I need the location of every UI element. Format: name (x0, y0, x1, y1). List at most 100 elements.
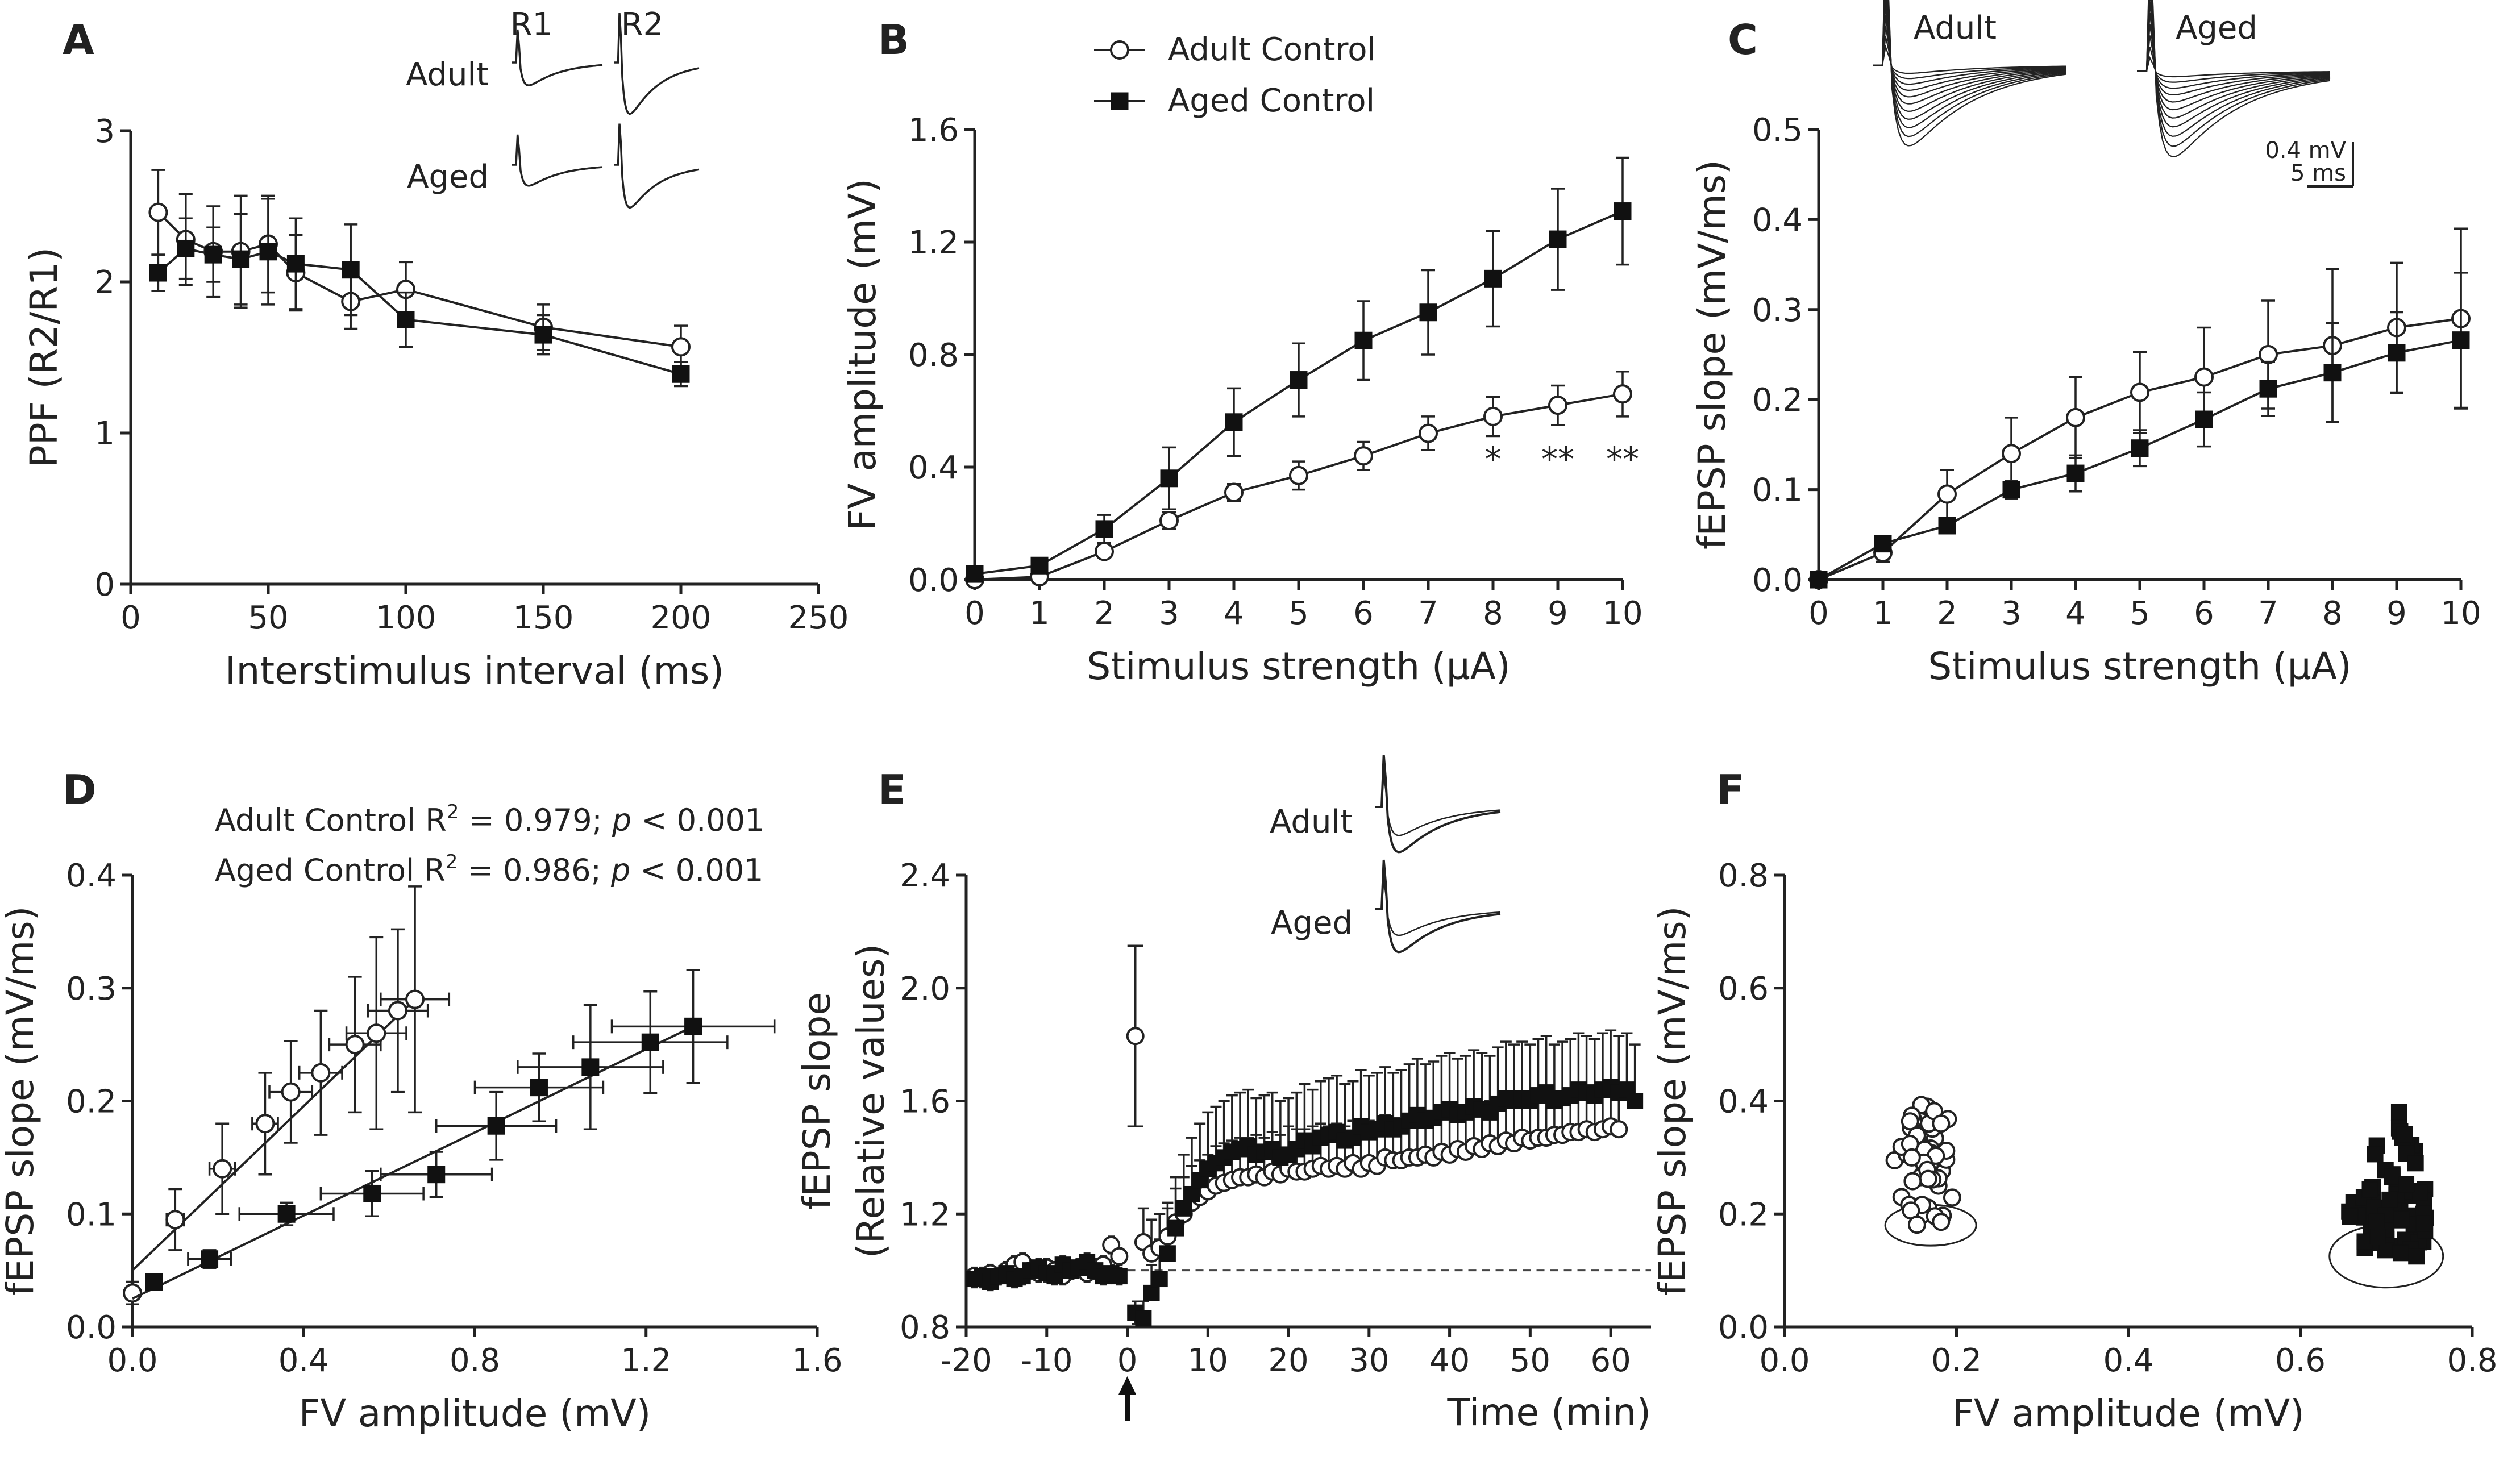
open-circle-marker (1483, 406, 1503, 426)
y-axis-label: fEPSP slope (mV/ms) (0, 906, 42, 1296)
open-circle-marker (367, 1023, 386, 1043)
open-circle-marker (148, 202, 168, 222)
filled-square-marker (1627, 1093, 1644, 1109)
filled-square-marker (232, 250, 250, 268)
x-tick-label: 4 (1224, 595, 1244, 632)
x-tick-label: 0 (120, 600, 141, 636)
scale-bar-time-label: 5 ms (2290, 160, 2346, 186)
filled-square-marker (1484, 269, 1502, 288)
open-circle-marker (311, 1063, 331, 1083)
y-tick-label: 0.2 (66, 1084, 117, 1121)
open-circle-marker (1610, 1120, 1628, 1139)
open-circle-marker (1943, 1188, 1961, 1207)
y-tick-label: 0.2 (1752, 382, 1803, 419)
open-circle-marker (1919, 1169, 1937, 1188)
x-tick-label: 30 (1349, 1342, 1389, 1379)
x-tick-label: 50 (1510, 1342, 1550, 1379)
filled-square-marker (427, 1166, 446, 1184)
y-tick-label: 2.4 (900, 858, 950, 894)
open-circle-marker (345, 1035, 365, 1055)
y-tick-label: 0.4 (1752, 202, 1803, 239)
x-tick-label: 0 (1117, 1342, 1138, 1379)
x-tick-label: 9 (2386, 595, 2407, 632)
panel-label-b: B (878, 16, 909, 64)
inset-label-aged: Aged (2176, 10, 2257, 47)
stats-r2-value: 0.986 (503, 852, 591, 888)
regression-line (132, 1025, 694, 1300)
y-axis-label-secondary: (Relative values) (849, 944, 893, 1258)
open-circle-marker (1224, 482, 1244, 502)
x-tick-label: 4 (2065, 595, 2086, 632)
filled-square-marker (2361, 1181, 2378, 1198)
x-tick-label: -10 (1021, 1342, 1072, 1379)
x-tick-label: 250 (788, 600, 849, 636)
y-axis-label: FV amplitude (mV) (841, 178, 884, 531)
filled-square-marker (1614, 202, 1632, 220)
filled-square-marker (342, 261, 360, 279)
scale-bar-voltage-label: 0.4 mV (2265, 138, 2346, 164)
open-circle-marker (671, 337, 691, 357)
filled-square-marker (684, 1017, 702, 1035)
filled-square-marker (581, 1058, 600, 1076)
x-tick-label: 3 (1159, 595, 1179, 632)
x-tick-label: 8 (2322, 595, 2343, 632)
y-tick-label: 0.1 (66, 1196, 117, 1233)
x-tick-label: 5 (2130, 595, 2150, 632)
x-tick-label: 6 (1353, 595, 1374, 632)
filled-square-marker (277, 1205, 296, 1223)
filled-square-marker (1290, 371, 1308, 389)
y-tick-label: 1.2 (908, 224, 959, 261)
adult-r1-trace (512, 29, 603, 86)
aged-trace (2137, 0, 2331, 147)
y-tick-label: 0.0 (1752, 562, 1803, 599)
series-line-aged-control (157, 247, 681, 376)
aged-trace (2137, 0, 2331, 158)
filled-square-marker (1135, 1310, 1152, 1327)
stats-r2-value: 0.979 (504, 802, 592, 838)
x-tick-label: 1.6 (792, 1342, 842, 1379)
aged-trace-post (1375, 859, 1501, 954)
series-line-adult-control (157, 211, 681, 348)
significance-marker: * (1485, 440, 1502, 478)
y-tick-label: 0.0 (66, 1309, 117, 1346)
x-tick-label: 9 (1548, 595, 1568, 632)
y-tick-label: 0.2 (1718, 1196, 1769, 1233)
filled-square-marker (2195, 410, 2213, 428)
x-tick-label: 1 (1029, 595, 1050, 632)
filled-square-marker (2398, 1176, 2415, 1193)
inset-label-adult: Adult (1914, 10, 1997, 47)
open-circle-marker (1289, 465, 1308, 485)
open-circle-marker (1548, 396, 1567, 415)
x-tick-label: 0 (964, 595, 985, 632)
y-tick-label: 1 (94, 415, 115, 452)
filled-square-marker (1354, 331, 1373, 349)
y-tick-label: 0.5 (1752, 112, 1803, 149)
filled-square-marker (2323, 364, 2342, 382)
x-tick-label: 10 (2440, 595, 2481, 632)
open-circle-marker (213, 1159, 232, 1179)
stats-p-label: p (612, 802, 631, 838)
open-circle-marker (165, 1210, 185, 1230)
y-tick-label: 0.3 (1752, 292, 1803, 329)
y-tick-label: 0 (94, 567, 115, 603)
filled-square-marker (1111, 1268, 1128, 1285)
open-circle-marker (2194, 367, 2214, 387)
open-circle-marker (2259, 345, 2278, 364)
open-circle-marker (2066, 407, 2085, 427)
stats-superscript: 2 (446, 851, 458, 873)
open-circle-marker (1937, 484, 1957, 504)
y-tick-label: 0.3 (66, 971, 117, 1008)
filled-square-marker (286, 255, 305, 273)
aged-trace (2137, 0, 2331, 119)
panel-label-c: C (1728, 16, 1758, 64)
stats-r-label: R (425, 802, 447, 838)
x-axis-label: FV amplitude (mV) (1952, 1392, 2305, 1435)
filled-square-marker (1938, 517, 1956, 535)
open-circle-marker (1932, 1213, 1951, 1231)
filled-square-marker (2393, 1210, 2410, 1227)
legend-label-aged: Aged Control (1168, 82, 1375, 119)
aged-trace (2137, 0, 2331, 128)
open-circle-marker (255, 1114, 275, 1134)
adult-trace (1873, 0, 2066, 138)
filled-square-marker (397, 311, 415, 328)
